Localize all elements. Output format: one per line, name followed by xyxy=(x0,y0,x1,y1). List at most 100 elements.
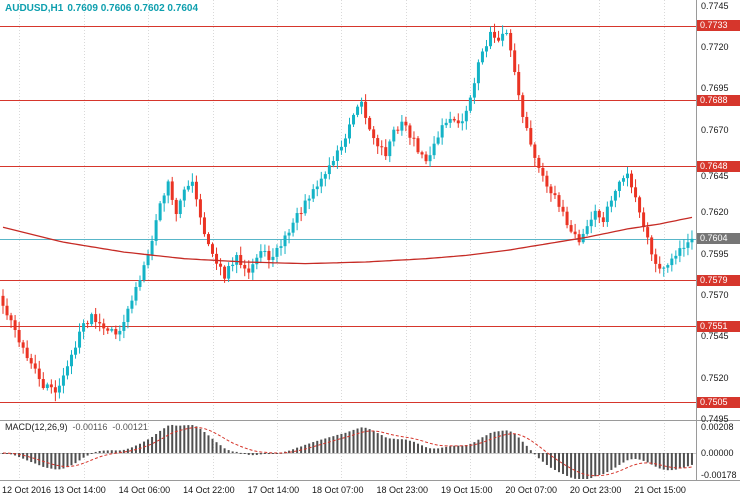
moving-average-line[interactable] xyxy=(2,216,693,265)
candle xyxy=(126,305,130,329)
level-price-label: 0.7579 xyxy=(697,274,740,286)
candle xyxy=(335,145,339,169)
macd-tick-label: 0.00000 xyxy=(701,448,734,458)
candle xyxy=(170,176,174,205)
candle xyxy=(198,193,202,225)
candle xyxy=(364,94,368,125)
candle xyxy=(5,298,9,320)
candle xyxy=(541,162,545,182)
candle xyxy=(174,197,178,222)
candle xyxy=(166,179,170,204)
candle xyxy=(259,244,263,264)
candle xyxy=(239,246,243,269)
level-price-label: 0.7648 xyxy=(697,160,740,172)
price-tick-label: 0.7545 xyxy=(701,331,729,342)
candle xyxy=(517,64,521,100)
horizontal-levels-layer xyxy=(0,26,696,403)
candle xyxy=(178,198,182,219)
symbol-timeframe-label: AUDUSD,H1 xyxy=(5,3,64,14)
candle xyxy=(493,23,497,43)
price-tick-label: 0.7670 xyxy=(701,124,729,135)
candle xyxy=(37,360,41,387)
candle xyxy=(263,244,267,257)
candle xyxy=(605,201,609,227)
candle xyxy=(448,111,452,128)
candle xyxy=(662,266,666,277)
candle xyxy=(65,360,69,380)
candle xyxy=(666,263,670,273)
candle xyxy=(642,207,646,232)
time-label: 18 Oct 23:00 xyxy=(376,485,429,495)
candle xyxy=(525,111,529,131)
candle xyxy=(569,220,573,234)
candle xyxy=(682,239,686,257)
macd-tick-label: -0.00178 xyxy=(701,470,737,481)
macd-histogram-layer xyxy=(0,424,696,479)
candle xyxy=(194,175,198,207)
candle xyxy=(509,29,513,57)
macd-signal-value: -0.00121 xyxy=(112,422,148,432)
candle xyxy=(489,26,493,50)
price-tick-label: 0.7620 xyxy=(701,207,729,218)
candle xyxy=(545,170,549,193)
candle xyxy=(98,313,102,332)
candle xyxy=(424,151,428,165)
candle xyxy=(617,180,621,198)
candle xyxy=(182,186,186,208)
candle xyxy=(45,382,49,391)
candle xyxy=(78,323,82,354)
candle xyxy=(593,204,597,228)
current-price-label: 0.7604 xyxy=(697,233,740,245)
candle xyxy=(452,116,456,123)
candle xyxy=(384,139,388,160)
candle xyxy=(211,242,215,258)
candle xyxy=(497,30,501,43)
candle xyxy=(360,97,364,115)
panel-separators xyxy=(0,0,740,481)
candle xyxy=(533,142,537,167)
candle xyxy=(372,126,376,145)
candle xyxy=(69,350,73,375)
candle xyxy=(658,256,662,274)
candle xyxy=(597,209,601,224)
candle xyxy=(158,201,162,222)
candle xyxy=(565,206,569,229)
macd-main-value: -0.00116 xyxy=(72,422,108,432)
candle xyxy=(501,25,505,47)
candle xyxy=(638,195,642,218)
candle xyxy=(215,247,219,270)
candle xyxy=(428,146,432,167)
candle xyxy=(53,380,57,402)
level-price-label: 0.7733 xyxy=(697,20,740,32)
candle xyxy=(368,115,372,131)
candle xyxy=(654,248,658,273)
time-label: 14 Oct 06:00 xyxy=(118,485,171,495)
candle xyxy=(319,171,323,194)
candle xyxy=(356,104,360,118)
price-tick-label: 0.7645 xyxy=(701,171,729,182)
candle xyxy=(299,207,303,222)
candle xyxy=(202,212,206,237)
candle xyxy=(134,282,138,306)
level-price-label: 0.7688 xyxy=(697,94,740,106)
candle xyxy=(122,314,126,339)
candle xyxy=(82,319,86,340)
candle xyxy=(102,318,106,335)
candle xyxy=(670,253,674,272)
candle xyxy=(464,105,468,130)
candle xyxy=(650,235,654,262)
price-tick-label: 0.7695 xyxy=(701,83,729,94)
time-label: 12 Oct 2016 xyxy=(2,485,52,495)
candle xyxy=(223,265,227,283)
candle xyxy=(412,131,416,147)
candle xyxy=(86,320,90,329)
candle xyxy=(339,140,343,155)
candle xyxy=(585,219,589,236)
candle xyxy=(271,248,275,267)
candle xyxy=(146,249,150,269)
macd-indicator-header: MACD(12,26,9) -0.00116 -0.00121 xyxy=(5,422,153,432)
candle xyxy=(235,252,239,274)
candle xyxy=(49,379,53,394)
